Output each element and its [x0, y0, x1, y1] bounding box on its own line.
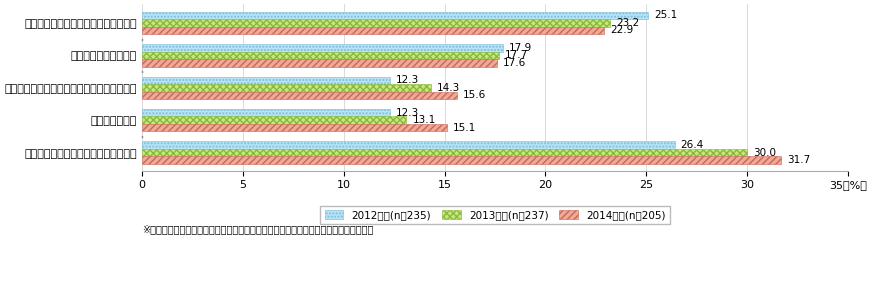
Bar [142, 91, 456, 99]
Text: 12.3: 12.3 [396, 75, 420, 85]
Text: 15.6: 15.6 [463, 90, 486, 100]
Text: 31.7: 31.7 [787, 155, 811, 165]
Bar [142, 141, 674, 149]
Bar [142, 124, 447, 132]
Bar [142, 27, 604, 34]
Bar [142, 149, 747, 156]
Text: 17.6: 17.6 [503, 58, 526, 68]
Text: ※回答に今後新たに展開したいと考えている事業があった企業数で除した数値である。: ※回答に今後新たに展開したいと考えている事業があった企業数で除した数値である。 [142, 224, 374, 234]
Text: 26.4: 26.4 [680, 140, 704, 150]
Bar [142, 52, 499, 59]
Bar [142, 84, 430, 91]
Bar [142, 156, 781, 164]
Legend: 2012年度(n＝235), 2013年度(n＝237), 2014年度(n＝205): 2012年度(n＝235), 2013年度(n＝237), 2014年度(n＝2… [321, 206, 670, 224]
Bar [142, 12, 648, 19]
Bar [142, 109, 390, 117]
Bar [142, 76, 390, 84]
Bar [142, 59, 497, 67]
Bar [142, 19, 610, 27]
Text: 17.7: 17.7 [505, 50, 529, 60]
Text: 14.3: 14.3 [436, 83, 460, 93]
Text: 15.1: 15.1 [453, 123, 476, 133]
Bar [142, 117, 407, 124]
Text: 13.1: 13.1 [412, 115, 436, 125]
Text: 12.3: 12.3 [396, 108, 420, 118]
Text: 22.9: 22.9 [610, 25, 633, 35]
Text: 17.9: 17.9 [510, 43, 532, 53]
Bar [142, 44, 503, 52]
Text: 30.0: 30.0 [753, 148, 776, 158]
Text: 25.1: 25.1 [654, 10, 678, 21]
Text: 23.2: 23.2 [616, 18, 639, 28]
